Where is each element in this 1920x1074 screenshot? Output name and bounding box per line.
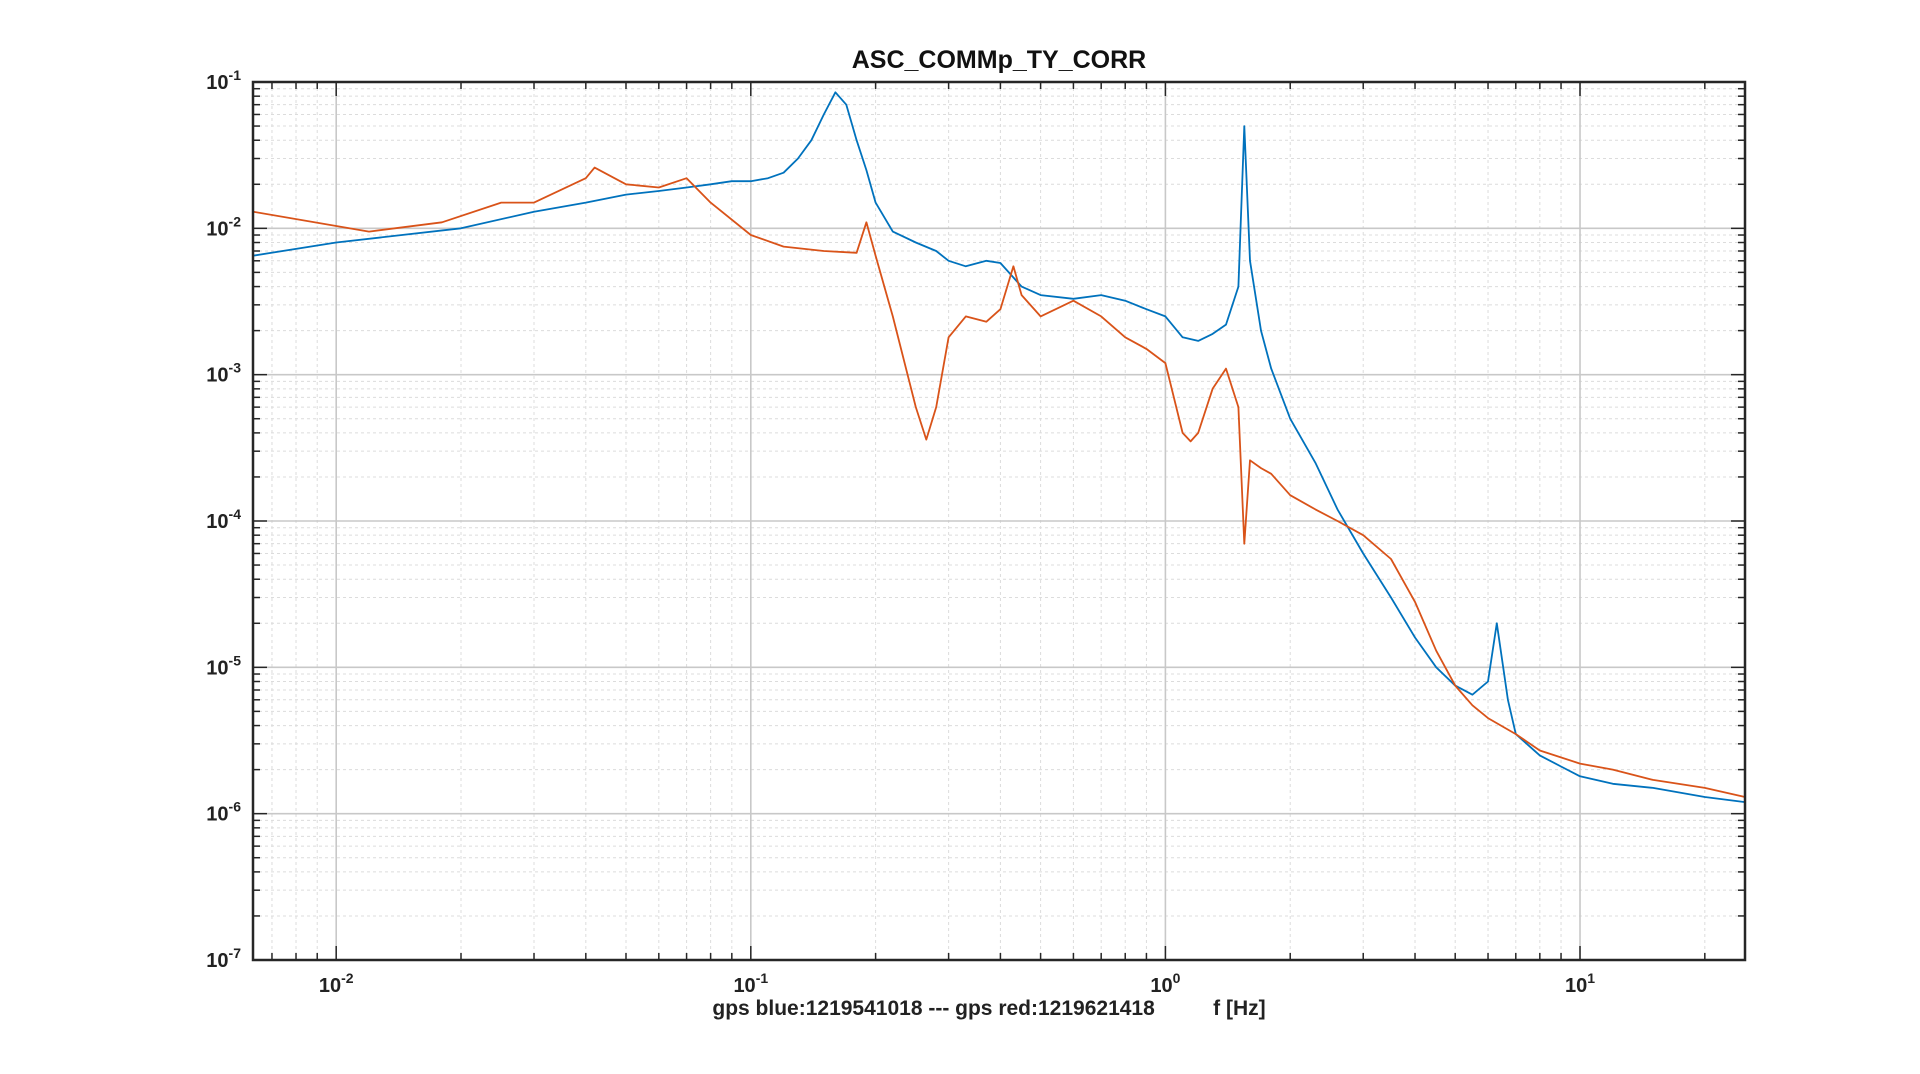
chart-title: ASC_COMMp_TY_CORR bbox=[852, 46, 1146, 74]
y-tick-labels: 10-1 10-2 10-3 10-4 10-5 10-6 10-7 bbox=[206, 67, 241, 972]
y-tick-label: 10-7 bbox=[206, 945, 241, 972]
series-layer bbox=[252, 91, 1746, 803]
x-tick-labels: 10-2 10-1 100 101 bbox=[319, 970, 1595, 997]
x-tick-label: 10-1 bbox=[733, 970, 768, 997]
y-tick-label: 10-4 bbox=[206, 506, 241, 533]
y-tick-label: 10-3 bbox=[206, 360, 241, 387]
series-line-1 bbox=[252, 91, 1746, 803]
y-tick-label: 10-6 bbox=[206, 799, 241, 826]
y-tick-label: 10-5 bbox=[206, 652, 241, 679]
series-line-2 bbox=[252, 166, 1746, 798]
y-tick-label: 10-2 bbox=[206, 213, 241, 240]
y-tick-label: 10-1 bbox=[206, 67, 241, 94]
x-axis-label: gps blue:1219541018 --- gps red:12196214… bbox=[712, 997, 1265, 1020]
x-tick-label: 100 bbox=[1150, 970, 1180, 997]
x-tick-label: 101 bbox=[1565, 970, 1595, 997]
x-tick-label: 10-2 bbox=[319, 970, 354, 997]
plot-frame bbox=[251, 80, 1747, 962]
